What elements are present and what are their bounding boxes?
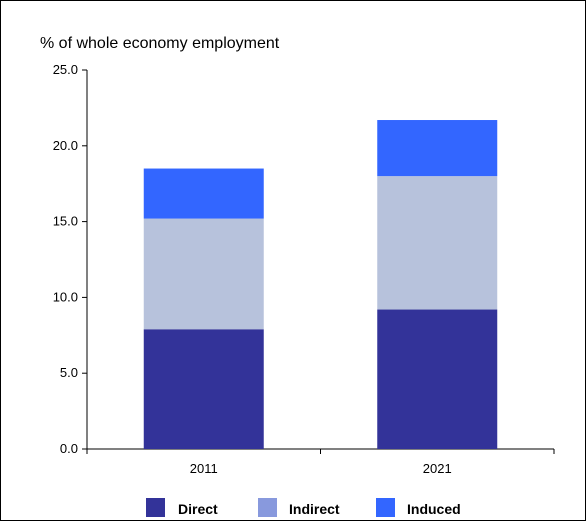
x-tick-label-2021: 2021 — [423, 461, 452, 476]
legend-label-induced: Induced — [407, 501, 461, 517]
y-tick-label: 25.0 — [53, 62, 78, 77]
legend-swatch-direct — [146, 498, 165, 517]
tick-labels: 0.0 5.0 10.0 15.0 20.0 25.0 2011 2021 — [53, 62, 452, 476]
y-tick-label: 15.0 — [53, 214, 78, 229]
y-tick-label: 0.0 — [60, 441, 78, 456]
bar-induced-2011 — [143, 168, 264, 219]
bar-direct-2011 — [143, 329, 264, 449]
legend-swatch-induced — [376, 498, 395, 517]
chart-title: % of whole economy employment — [40, 35, 280, 52]
y-tick-label: 10.0 — [53, 289, 78, 304]
bar-induced-2021 — [377, 120, 498, 177]
legend-label-indirect: Indirect — [289, 501, 340, 517]
legend: Direct Indirect Induced — [146, 498, 461, 517]
legend-swatch-indirect — [258, 498, 277, 517]
y-tick-label: 20.0 — [53, 138, 78, 153]
bar-indirect-2021 — [377, 176, 498, 310]
y-tick-label: 5.0 — [60, 365, 78, 380]
legend-label-direct: Direct — [178, 501, 218, 517]
bar-indirect-2011 — [143, 218, 264, 330]
bar-direct-2021 — [377, 309, 498, 449]
x-tick-label-2011: 2011 — [190, 461, 218, 476]
bars — [143, 120, 498, 449]
